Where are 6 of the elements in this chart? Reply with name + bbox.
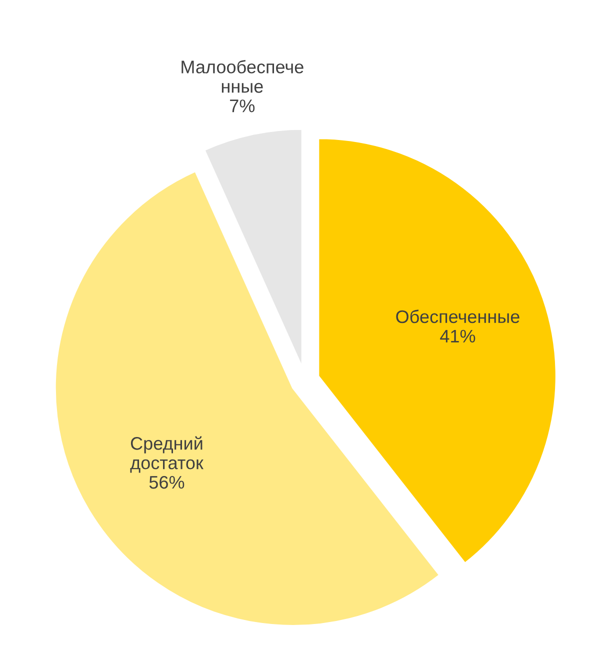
slice-label: Средний достаток (130, 436, 204, 473)
data-label: 7% (230, 100, 255, 112)
slice-label: Малообеспече нные (182, 60, 304, 93)
slice-label: Обеспеченные (396, 310, 520, 324)
data-label: 56% (149, 476, 184, 489)
data-label: 41% (440, 330, 476, 342)
